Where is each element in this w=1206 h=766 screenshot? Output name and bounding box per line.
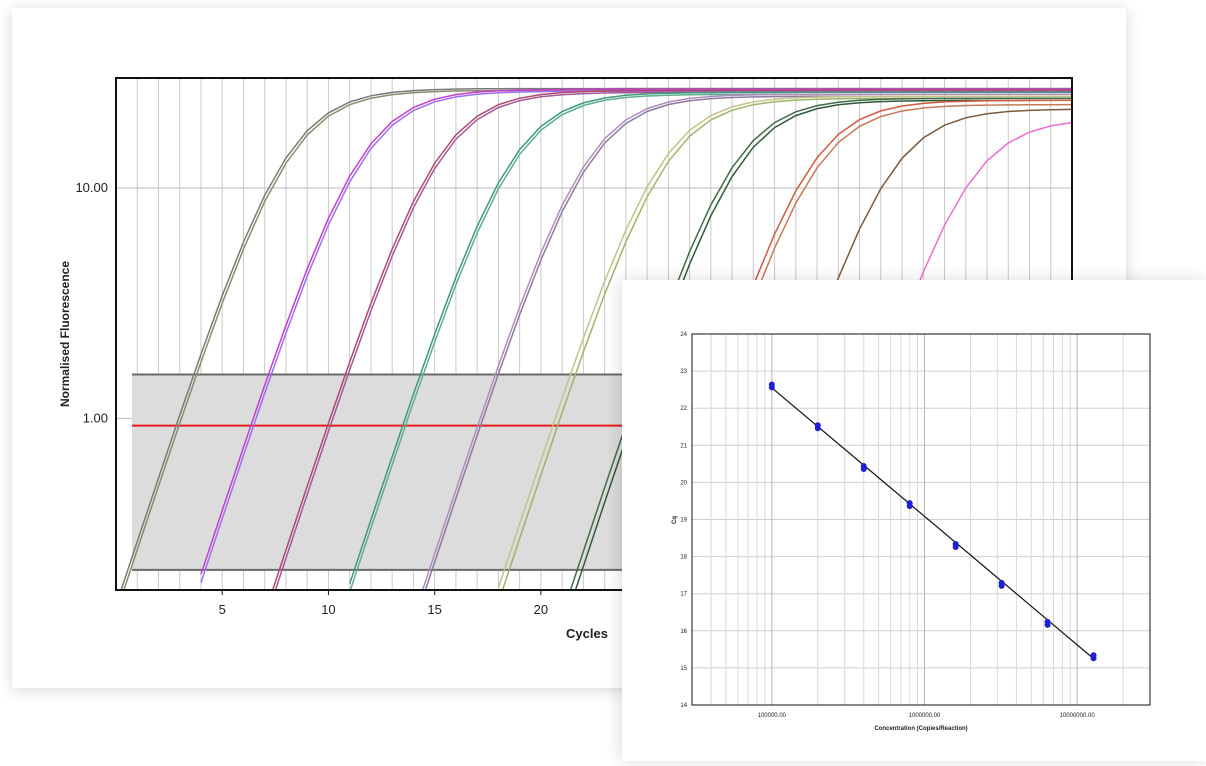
x-tick-label: 5: [219, 602, 226, 617]
y-axis-label: Normalised Fluorescence: [58, 261, 72, 407]
standard-data-point-replicate[interactable]: [998, 582, 1005, 589]
std-x-tick-label: 1000000.00: [909, 713, 941, 719]
std-y-tick-label: 15: [680, 666, 687, 672]
std-y-tick-label: 23: [680, 369, 687, 375]
std-x-tick-label: 10000000.00: [1060, 713, 1096, 719]
std-y-tick-label: 14: [680, 703, 687, 709]
standard-curve-plot: 14 15 16 17 18 19 20 21 22 23 24 100000.00 1000000.0…: [672, 332, 1151, 732]
std-y-tick-label: 22: [680, 406, 687, 412]
standard-curve-border: [691, 333, 1151, 706]
std-x-axis-label: Concentration (Copies/Reaction): [874, 726, 967, 732]
standard-data-point-replicate[interactable]: [1044, 621, 1051, 628]
std-y-tick-label: 16: [680, 629, 687, 635]
std-y-tick-label: 24: [680, 332, 687, 338]
standard-data-point-replicate[interactable]: [768, 384, 775, 391]
standard-data-point-replicate[interactable]: [1090, 655, 1097, 662]
std-y-tick-label: 17: [680, 592, 687, 598]
x-tick-label: 15: [427, 602, 441, 617]
y-tick-label: 1.00: [83, 410, 108, 425]
amplification-curve[interactable]: [265, 89, 1072, 614]
std-y-tick-label: 18: [680, 555, 687, 561]
standard-data-point-replicate[interactable]: [952, 543, 959, 550]
x-tick-label: 20: [534, 602, 548, 617]
std-y-tick-label: 21: [680, 443, 687, 449]
y-tick-label: 10.00: [75, 180, 108, 195]
x-axis-label: Cycles: [566, 626, 608, 641]
standard-curve-card: 14 15 16 17 18 19 20 21 22 23 24 100000.00 1000000.0…: [622, 280, 1206, 761]
amplification-curve[interactable]: [413, 93, 1072, 618]
standard-data-point-replicate[interactable]: [906, 503, 913, 510]
standard-data-point-replicate[interactable]: [860, 466, 867, 473]
amplification-curve[interactable]: [348, 91, 1072, 585]
std-y-tick-label: 19: [680, 518, 687, 524]
std-x-tick-label: 100000.00: [758, 713, 787, 719]
std-y-axis-label: Cq: [672, 516, 678, 524]
amplification-curve[interactable]: [497, 95, 1072, 588]
std-y-tick-label: 20: [680, 480, 687, 486]
x-tick-label: 10: [321, 602, 335, 617]
regression-line: [771, 387, 1094, 660]
standard-data-point-replicate[interactable]: [814, 425, 821, 432]
amplification-curve[interactable]: [200, 88, 1072, 575]
